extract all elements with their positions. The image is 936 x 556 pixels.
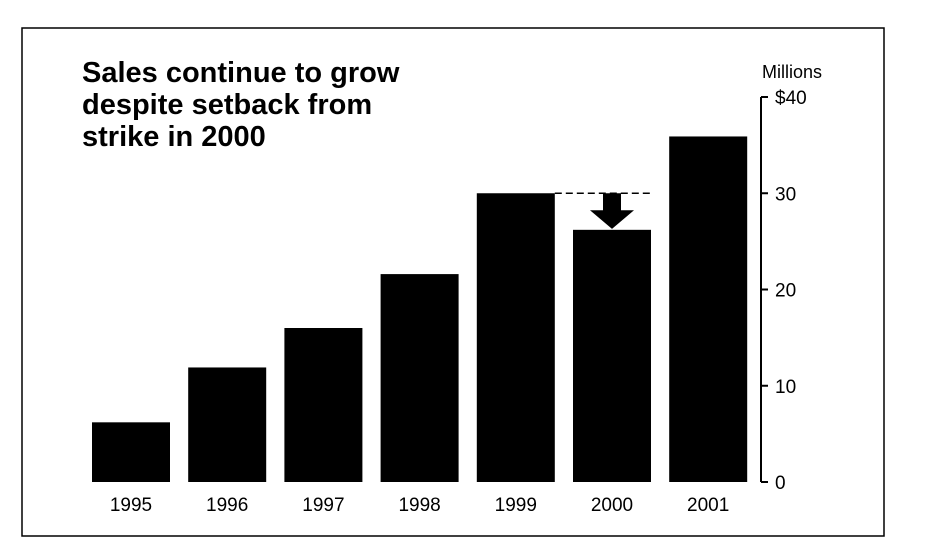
strike-setback-annotation	[554, 192, 651, 229]
bar-1999	[476, 193, 555, 482]
y-tick-label-0: 0	[775, 473, 786, 494]
bar-1997	[284, 328, 363, 482]
down-arrow-icon	[590, 193, 634, 229]
x-tick-label-1997: 1997	[302, 495, 344, 516]
x-tick-label-2001: 2001	[687, 495, 729, 516]
chart-title-line-3: strike in 2000	[82, 121, 266, 153]
y-axis: 0 10 20 30 $40	[760, 88, 807, 494]
y-tick-label-30: 30	[775, 184, 796, 205]
x-axis-tick-labels: 1995 1996 1997 1998 1999 2000 2001	[110, 495, 729, 516]
y-axis-unit-label: Millions	[762, 62, 822, 82]
x-tick-label-1995: 1995	[110, 495, 152, 516]
chart-title-line-2: despite setback from	[82, 89, 372, 121]
y-tick-label-20: 20	[775, 281, 796, 302]
x-tick-label-1998: 1998	[398, 495, 440, 516]
y-tick-label-40: $40	[775, 88, 807, 109]
chart-title-line-1: Sales continue to grow	[82, 57, 400, 89]
bar-1998	[380, 274, 459, 482]
x-tick-label-1996: 1996	[206, 495, 248, 516]
x-tick-label-2000: 2000	[591, 495, 633, 516]
chart-title: Sales continue to grow despite setback f…	[82, 57, 400, 153]
bar-1995	[92, 422, 170, 482]
bar-series	[92, 136, 748, 482]
bar-2000	[573, 229, 651, 482]
y-tick-label-10: 10	[775, 377, 796, 398]
bar-2001	[669, 136, 748, 482]
bar-1996	[188, 367, 267, 482]
x-tick-label-1999: 1999	[495, 495, 537, 516]
